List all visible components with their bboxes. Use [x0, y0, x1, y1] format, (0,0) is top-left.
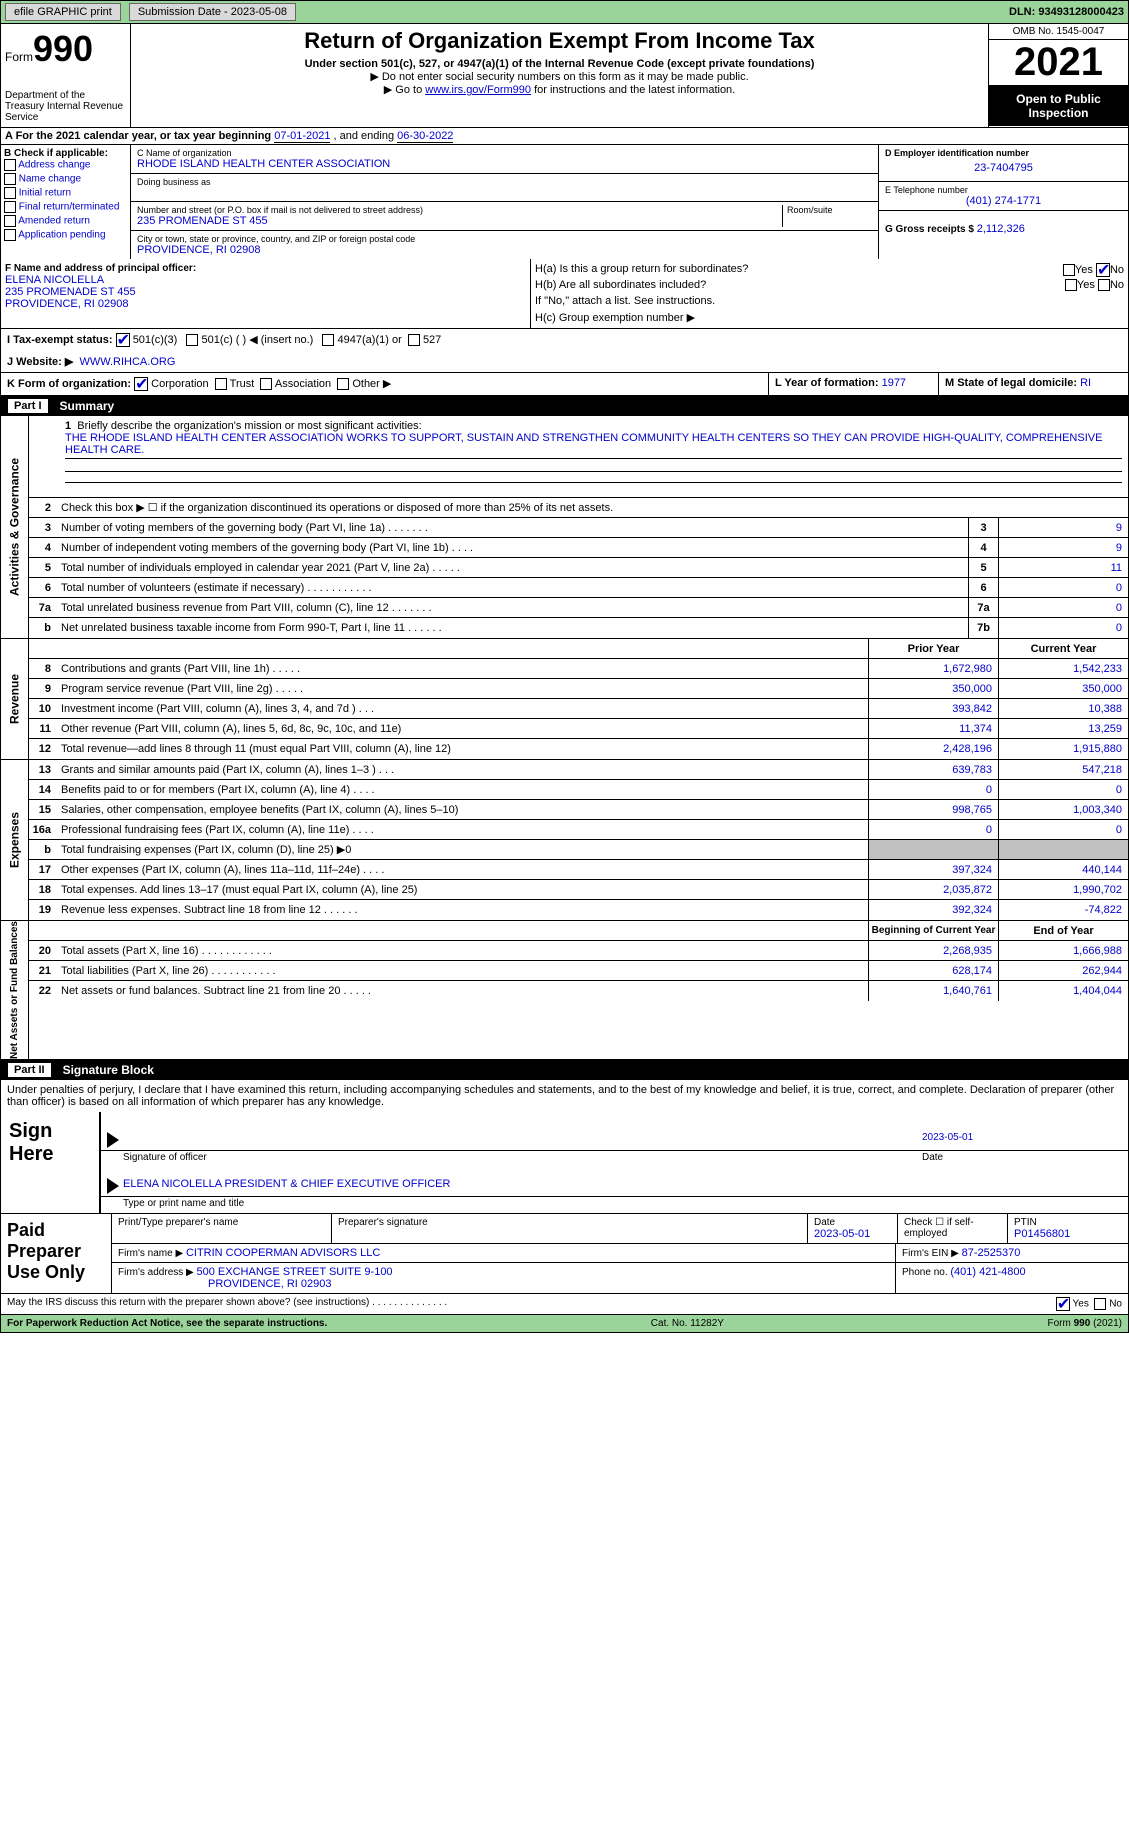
ssn-note: ▶ Do not enter social security numbers o… — [135, 70, 984, 83]
mission-text: THE RHODE ISLAND HEALTH CENTER ASSOCIATI… — [65, 432, 1122, 459]
summary-netassets: Net Assets or Fund Balances Beginning of… — [0, 921, 1129, 1060]
summary-row: 19Revenue less expenses. Subtract line 1… — [29, 900, 1128, 920]
summary-row: 22Net assets or fund balances. Subtract … — [29, 981, 1128, 1001]
link-note: ▶ Go to www.irs.gov/Form990 for instruct… — [135, 83, 984, 96]
501c3-checkbox[interactable] — [116, 333, 130, 347]
summary-expenses: Expenses 13Grants and similar amounts pa… — [0, 760, 1129, 921]
page-footer: For Paperwork Reduction Act Notice, see … — [0, 1315, 1129, 1333]
part-i-header: Part ISummary — [0, 396, 1129, 416]
sig-date: 2023-05-01 — [922, 1132, 1122, 1148]
checkbox-option[interactable]: Address change — [4, 159, 127, 171]
phone-value: (401) 274-1771 — [885, 195, 1122, 207]
summary-row: 8Contributions and grants (Part VIII, li… — [29, 659, 1128, 679]
submission-date-button[interactable]: Submission Date - 2023-05-08 — [129, 3, 296, 21]
arrow-icon — [107, 1132, 119, 1148]
summary-row: 17Other expenses (Part IX, column (A), l… — [29, 860, 1128, 880]
dept-label: Department of the Treasury Internal Reve… — [5, 90, 126, 123]
summary-row: 6Total number of volunteers (estimate if… — [29, 578, 1128, 598]
part-ii-header: Part IISignature Block — [0, 1060, 1129, 1080]
gross-receipts: 2,112,326 — [977, 223, 1025, 235]
summary-row: 7aTotal unrelated business revenue from … — [29, 598, 1128, 618]
tab-governance: Activities & Governance — [1, 416, 29, 638]
summary-row: 18Total expenses. Add lines 13–17 (must … — [29, 880, 1128, 900]
summary-row: 9Program service revenue (Part VIII, lin… — [29, 679, 1128, 699]
corp-checkbox[interactable] — [134, 377, 148, 391]
row-j: J Website: ▶ WWW.RIHCA.ORG — [0, 351, 1129, 373]
website-value: WWW.RIHCA.ORG — [79, 356, 175, 368]
summary-row: 3Number of voting members of the governi… — [29, 518, 1128, 538]
form-subtitle: Under section 501(c), 527, or 4947(a)(1)… — [135, 58, 984, 70]
discuss-row: May the IRS discuss this return with the… — [0, 1294, 1129, 1315]
form-title: Return of Organization Exempt From Incom… — [135, 28, 984, 54]
tab-revenue: Revenue — [1, 639, 29, 759]
column-d: D Employer identification number 23-7404… — [878, 145, 1128, 259]
row-i: I Tax-exempt status: 501(c)(3) 501(c) ( … — [0, 329, 1129, 351]
summary-row: 21Total liabilities (Part X, line 26) . … — [29, 961, 1128, 981]
tab-netassets: Net Assets or Fund Balances — [1, 921, 29, 1059]
column-c: C Name of organization RHODE ISLAND HEAL… — [131, 145, 878, 259]
tax-year: 2021 — [989, 40, 1128, 86]
paid-prep-label: Paid Preparer Use Only — [1, 1214, 111, 1293]
summary-row: 11Other revenue (Part VIII, column (A), … — [29, 719, 1128, 739]
summary-row: 20Total assets (Part X, line 16) . . . .… — [29, 941, 1128, 961]
summary-row: bTotal fundraising expenses (Part IX, co… — [29, 840, 1128, 860]
org-address: 235 PROMENADE ST 455 — [137, 215, 782, 227]
discuss-yes-checkbox[interactable] — [1056, 1297, 1070, 1311]
arrow-icon — [107, 1178, 119, 1194]
checkbox-option[interactable]: Initial return — [4, 187, 127, 199]
perjury-declaration: Under penalties of perjury, I declare th… — [1, 1080, 1128, 1112]
checkbox-option[interactable]: Final return/terminated — [4, 201, 127, 213]
officer-name-title: ELENA NICOLELLA PRESIDENT & CHIEF EXECUT… — [123, 1178, 450, 1194]
firm-name: CITRIN COOPERMAN ADVISORS LLC — [186, 1247, 380, 1259]
irs-link[interactable]: www.irs.gov/Form990 — [425, 84, 531, 96]
checkbox-option[interactable]: Name change — [4, 173, 127, 185]
signature-block: Under penalties of perjury, I declare th… — [0, 1080, 1129, 1214]
form-ref: Form 990 (2021) — [1048, 1318, 1122, 1329]
column-b: B Check if applicable: Address change Na… — [1, 145, 131, 259]
top-toolbar: efile GRAPHIC print Submission Date - 20… — [0, 0, 1129, 24]
summary-row: 13Grants and similar amounts paid (Part … — [29, 760, 1128, 780]
tab-expenses: Expenses — [1, 760, 29, 920]
summary-row: 5Total number of individuals employed in… — [29, 558, 1128, 578]
dln-label: DLN: 93493128000423 — [1009, 6, 1124, 18]
summary-row: 10Investment income (Part VIII, column (… — [29, 699, 1128, 719]
row-bcde: B Check if applicable: Address change Na… — [0, 145, 1129, 259]
checkbox-option[interactable]: Amended return — [4, 215, 127, 227]
form-number: Form990 — [5, 28, 126, 70]
summary-row: 15Salaries, other compensation, employee… — [29, 800, 1128, 820]
section-a: A For the 2021 calendar year, or tax yea… — [0, 128, 1129, 145]
checkbox-option[interactable]: Application pending — [4, 229, 127, 241]
org-city: PROVIDENCE, RI 02908 — [137, 244, 872, 256]
form-header: Form990 Department of the Treasury Inter… — [0, 24, 1129, 128]
summary-row: 14Benefits paid to or for members (Part … — [29, 780, 1128, 800]
summary-row: bNet unrelated business taxable income f… — [29, 618, 1128, 638]
ha-no-checkbox[interactable] — [1096, 263, 1110, 277]
org-name: RHODE ISLAND HEALTH CENTER ASSOCIATION — [137, 158, 872, 170]
omb-number: OMB No. 1545-0047 — [989, 24, 1128, 40]
column-h: H(a) Is this a group return for subordin… — [531, 259, 1128, 328]
firm-address: 500 EXCHANGE STREET SUITE 9-100 — [197, 1266, 393, 1278]
summary-row: 12Total revenue—add lines 8 through 11 (… — [29, 739, 1128, 759]
officer-name: ELENA NICOLELLA — [5, 274, 104, 286]
summary-row: 4Number of independent voting members of… — [29, 538, 1128, 558]
efile-print-button[interactable]: efile GRAPHIC print — [5, 3, 121, 21]
ein-value: 23-7404795 — [885, 158, 1122, 178]
summary-governance: Activities & Governance 1 Briefly descri… — [0, 416, 1129, 639]
summary-revenue: Revenue Prior YearCurrent Year 8Contribu… — [0, 639, 1129, 760]
sign-here-label: Sign Here — [1, 1112, 101, 1213]
row-fh: F Name and address of principal officer:… — [0, 259, 1129, 329]
summary-row: 16aProfessional fundraising fees (Part I… — [29, 820, 1128, 840]
row-klm: K Form of organization: Corporation Trus… — [0, 373, 1129, 396]
open-inspection-label: Open to Public Inspection — [989, 86, 1128, 126]
paid-preparer: Paid Preparer Use Only Print/Type prepar… — [0, 1214, 1129, 1294]
column-f: F Name and address of principal officer:… — [1, 259, 531, 328]
